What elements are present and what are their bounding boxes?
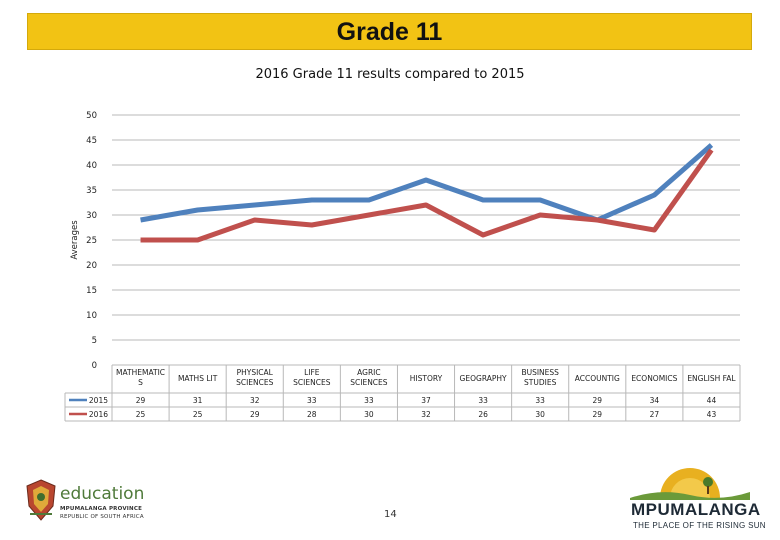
x-tick-label: STUDIES xyxy=(524,378,557,387)
data-table-value: 32 xyxy=(421,410,431,419)
x-tick-label: ENGLISH FAL xyxy=(687,374,736,383)
data-table-value: 29 xyxy=(250,410,260,419)
y-tick-label: 0 xyxy=(92,361,97,371)
legend-label: 2015 xyxy=(89,396,108,405)
education-wordmark: education xyxy=(60,484,145,504)
data-table-value: 27 xyxy=(650,410,660,419)
series-line-2015 xyxy=(140,143,714,223)
data-table-value: 34 xyxy=(650,396,660,405)
chart-title: 2016 Grade 11 results compared to 2015 xyxy=(255,67,525,82)
data-table-value: 33 xyxy=(478,396,488,405)
data-table-value: 43 xyxy=(707,410,717,419)
x-tick-label: SCIENCES xyxy=(236,378,274,387)
data-table-value: 29 xyxy=(136,396,146,405)
data-table-value: 33 xyxy=(307,396,317,405)
y-tick-label: 50 xyxy=(86,111,97,121)
x-tick-label: GEOGRAPHY xyxy=(460,374,507,383)
data-table-value: 33 xyxy=(364,396,374,405)
x-tick-label: ECONOMICS xyxy=(631,374,677,383)
data-table-value: 33 xyxy=(535,396,545,405)
x-tick-label: HISTORY xyxy=(410,374,443,383)
data-table-value: 32 xyxy=(250,396,260,405)
rising-sun-logo-icon xyxy=(630,462,750,507)
legend-label: 2016 xyxy=(89,410,108,419)
x-tick-label: BUSINESS xyxy=(521,368,559,377)
data-table-value: 37 xyxy=(421,396,431,405)
y-tick-label: 35 xyxy=(86,186,97,196)
y-tick-label: 30 xyxy=(86,211,97,221)
data-table-value: 29 xyxy=(592,396,602,405)
data-table-value: 26 xyxy=(478,410,488,419)
page-number: 14 xyxy=(384,509,397,520)
data-table-value: 30 xyxy=(535,410,545,419)
y-tick-label: 45 xyxy=(86,136,97,146)
data-table-value: 25 xyxy=(193,410,203,419)
data-table-value: 31 xyxy=(193,396,203,405)
x-tick-label: PHYSICAL xyxy=(237,368,274,377)
y-tick-label: 10 xyxy=(86,311,97,321)
data-table-value: 29 xyxy=(592,410,602,419)
title-banner: Grade 11 xyxy=(27,13,752,50)
x-tick-label: SCIENCES xyxy=(293,378,331,387)
province-line: MPUMALANGA PROVINCE xyxy=(60,506,143,512)
x-tick-label: AGRIC xyxy=(357,368,380,377)
data-table-value: 28 xyxy=(307,410,317,419)
y-tick-label: 15 xyxy=(86,286,97,296)
x-tick-label: MATHS LIT xyxy=(178,374,218,383)
mpumalanga-wordmark: MPUMALANGA xyxy=(631,500,761,519)
y-axis-label: Averages xyxy=(70,220,80,260)
republic-line: REPUBLIC OF SOUTH AFRICA xyxy=(60,514,144,520)
y-tick-label: 25 xyxy=(86,236,97,246)
x-tick-label: ACCOUNTIG xyxy=(575,374,620,383)
x-tick-label: MATHEMATIC xyxy=(116,368,165,377)
y-tick-label: 20 xyxy=(86,261,97,271)
mpumalanga-slogan: THE PLACE OF THE RISING SUN xyxy=(633,521,766,530)
banner-title: Grade 11 xyxy=(336,18,443,46)
x-tick-label: SCIENCES xyxy=(350,378,388,387)
series-line-2016 xyxy=(140,148,714,243)
data-table-value: 44 xyxy=(707,396,717,405)
coat-of-arms-icon xyxy=(24,478,58,527)
y-tick-label: 5 xyxy=(92,336,97,346)
y-tick-label: 40 xyxy=(86,161,97,171)
x-tick-label: S xyxy=(138,378,143,387)
data-table-value: 30 xyxy=(364,410,374,419)
x-tick-label: LIFE xyxy=(304,368,320,377)
data-table-value: 25 xyxy=(136,410,146,419)
